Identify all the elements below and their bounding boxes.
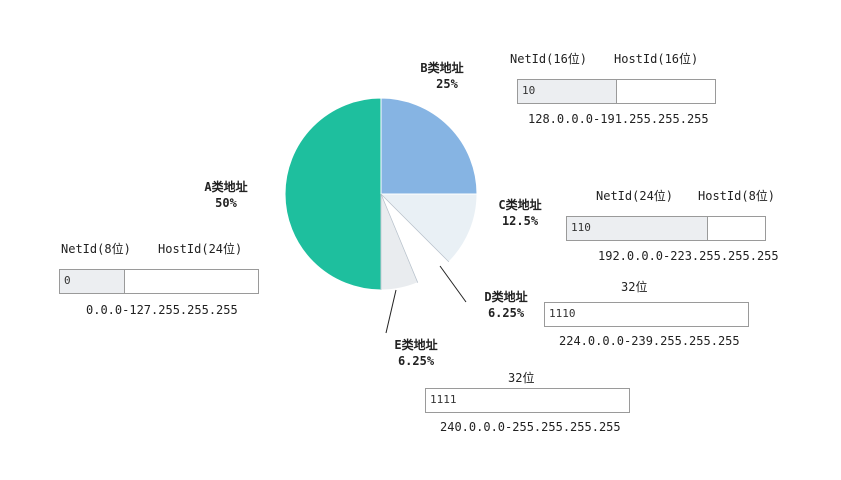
class-e-bits-label: 32位 — [508, 371, 535, 385]
pie-divider-lower — [380, 193, 419, 290]
leader-line-d — [439, 265, 467, 303]
class-c-net-label: NetId(24位) — [596, 189, 674, 203]
class-e-address-box: 1111 — [425, 388, 630, 413]
pie-slice-b — [380, 97, 478, 195]
class-d-bits-label: 32位 — [621, 280, 648, 294]
slice-pct-e: 6.25% — [397, 354, 435, 368]
slice-pct-c: 12.5% — [501, 214, 539, 228]
pie-slice-a — [284, 97, 382, 291]
class-b-host-label: HostId(16位) — [614, 52, 699, 66]
slice-label-e: E类地址 6.25% — [386, 337, 446, 369]
pie-divider — [380, 193, 450, 263]
class-d-address-box: 1110 — [544, 302, 749, 327]
slice-label-d: D类地址 6.25% — [476, 289, 536, 321]
slice-name-b: B类地址 — [420, 61, 464, 75]
class-c-net-segment: 110 — [567, 217, 708, 240]
class-b-net-segment: 10 — [518, 80, 617, 103]
class-c-host-label: HostId(8位) — [698, 189, 776, 203]
class-a-net-label: NetId(8位) — [61, 242, 131, 256]
slice-name-a: A类地址 — [204, 180, 248, 194]
class-e-range: 240.0.0.0-255.255.255.255 — [440, 420, 621, 434]
slice-name-c: C类地址 — [498, 198, 542, 212]
slice-pct-b: 25% — [436, 77, 458, 91]
class-b-net-label: NetId(16位) — [510, 52, 588, 66]
class-c-range: 192.0.0.0-223.255.255.255 — [598, 249, 779, 263]
class-a-host-label: HostId(24位) — [158, 242, 243, 256]
pie-slice-c — [379, 193, 478, 263]
slice-name-e: E类地址 — [394, 338, 438, 352]
class-b-range: 128.0.0.0-191.255.255.255 — [528, 112, 709, 126]
class-b-address-box: 10 — [517, 79, 716, 104]
slice-pct-a: 50% — [215, 196, 237, 210]
class-d-range: 224.0.0.0-239.255.255.255 — [559, 334, 740, 348]
class-e-prefix: 1111 — [430, 393, 457, 406]
class-a-range: 0.0.0-127.255.255.255 — [86, 303, 238, 317]
slice-label-b: B类地址 25% — [412, 60, 472, 92]
class-c-address-box: 110 — [566, 216, 766, 241]
leader-line-e — [385, 289, 397, 334]
slice-pct-d: 6.25% — [487, 306, 525, 320]
class-a-net-segment: 0 — [60, 270, 125, 293]
slice-label-a: A类地址 50% — [196, 179, 256, 211]
slice-label-c: C类地址 12.5% — [490, 197, 550, 229]
class-a-address-box: 0 — [59, 269, 259, 294]
slice-name-d: D类地址 — [484, 290, 528, 304]
class-d-prefix: 1110 — [549, 307, 576, 320]
